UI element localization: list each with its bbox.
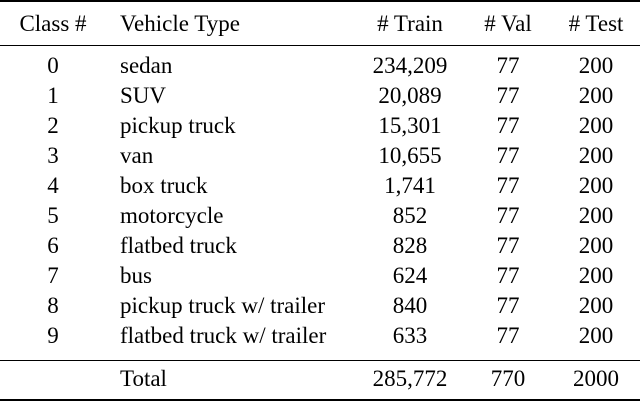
cell-test: 200 xyxy=(578,83,614,108)
header-test: # Test xyxy=(568,11,624,36)
cell-class: 4 xyxy=(47,173,59,198)
cell-train: 10,655 xyxy=(378,143,442,168)
cell-vehicle-type: motorcycle xyxy=(120,203,224,228)
table-total-rule xyxy=(0,360,640,361)
cell-train: 1,741 xyxy=(384,173,436,198)
cell-class: 1 xyxy=(47,83,59,108)
total-val: 770 xyxy=(490,366,526,391)
cell-val: 77 xyxy=(496,203,520,228)
cell-class: 8 xyxy=(47,293,59,318)
cell-vehicle-type: box truck xyxy=(120,173,208,198)
cell-train: 828 xyxy=(392,233,428,258)
total-train: 285,772 xyxy=(372,366,448,391)
cell-train: 633 xyxy=(392,323,428,348)
header-vehicle-type: Vehicle Type xyxy=(120,11,240,36)
cell-train: 852 xyxy=(392,203,428,228)
cell-val: 77 xyxy=(496,113,520,138)
cell-vehicle-type: bus xyxy=(120,263,152,288)
cell-class: 3 xyxy=(47,143,59,168)
cell-val: 77 xyxy=(496,263,520,288)
cell-vehicle-type: flatbed truck w/ trailer xyxy=(120,323,327,348)
cell-val: 77 xyxy=(496,173,520,198)
cell-vehicle-type: sedan xyxy=(120,53,173,78)
table-header-rule xyxy=(0,45,640,46)
cell-class: 9 xyxy=(47,323,59,348)
cell-val: 77 xyxy=(496,323,520,348)
table-bottom-rule xyxy=(0,399,640,401)
cell-test: 200 xyxy=(578,113,614,138)
cell-train: 624 xyxy=(392,263,428,288)
table-top-rule xyxy=(0,0,640,2)
header-class: Class # xyxy=(19,11,87,36)
cell-test: 200 xyxy=(578,323,614,348)
cell-test: 200 xyxy=(578,263,614,288)
cell-class: 7 xyxy=(47,263,59,288)
cell-vehicle-type: van xyxy=(120,143,154,168)
header-val: # Val xyxy=(484,11,532,36)
cell-train: 20,089 xyxy=(378,83,442,108)
total-label: Total xyxy=(120,366,167,391)
cell-val: 77 xyxy=(496,143,520,168)
cell-test: 200 xyxy=(578,173,614,198)
cell-train: 840 xyxy=(392,293,428,318)
cell-val: 77 xyxy=(496,233,520,258)
cell-val: 77 xyxy=(496,293,520,318)
cell-vehicle-type: SUV xyxy=(120,83,167,108)
cell-val: 77 xyxy=(496,83,520,108)
cell-vehicle-type: pickup truck w/ trailer xyxy=(120,293,326,318)
cell-class: 2 xyxy=(47,113,59,138)
cell-class: 6 xyxy=(47,233,59,258)
cell-train: 234,209 xyxy=(372,53,448,78)
cell-test: 200 xyxy=(578,293,614,318)
header-train: # Train xyxy=(377,11,443,36)
cell-val: 77 xyxy=(496,53,520,78)
cell-class: 5 xyxy=(47,203,59,228)
cell-test: 200 xyxy=(578,233,614,258)
cell-class: 0 xyxy=(47,53,59,78)
cell-test: 200 xyxy=(578,53,614,78)
cell-vehicle-type: pickup truck xyxy=(120,113,236,138)
cell-train: 15,301 xyxy=(378,113,442,138)
cell-test: 200 xyxy=(578,143,614,168)
cell-test: 200 xyxy=(578,203,614,228)
cell-vehicle-type: flatbed truck xyxy=(120,233,237,258)
total-test: 2000 xyxy=(573,366,619,391)
